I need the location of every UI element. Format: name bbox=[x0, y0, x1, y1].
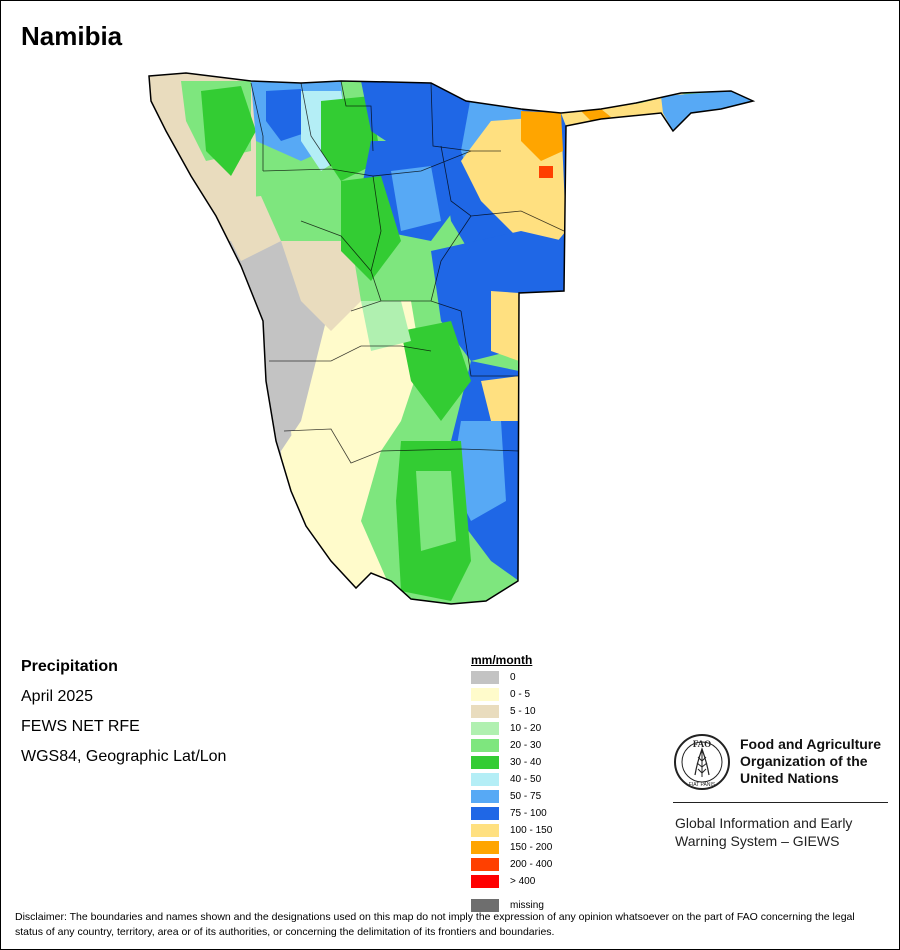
legend-swatch bbox=[471, 688, 499, 701]
data-source: FEWS NET RFE bbox=[21, 718, 140, 735]
legend-item: 30 - 40 bbox=[471, 754, 552, 771]
legend-label: 40 - 50 bbox=[510, 774, 542, 785]
zone-fill bbox=[261, 161, 331, 241]
zone-fill bbox=[391, 166, 441, 231]
zone-fill bbox=[211, 196, 281, 261]
boundary-line bbox=[269, 345, 432, 362]
zone-fill bbox=[661, 91, 753, 131]
zone-fill bbox=[266, 89, 311, 141]
legend-swatch bbox=[471, 841, 499, 854]
boundary-line bbox=[250, 82, 264, 171]
legend-label: 20 - 30 bbox=[510, 740, 542, 751]
legend-label: > 400 bbox=[510, 876, 536, 887]
boundary-line bbox=[340, 80, 374, 152]
logo-motto: FIAT PANIS bbox=[689, 782, 716, 788]
fao-organization-name: Food and Agriculture Organization of the… bbox=[740, 736, 882, 786]
legend-item: > 400 bbox=[471, 873, 552, 890]
zone-fill bbox=[361, 301, 411, 351]
country-border bbox=[148, 72, 756, 605]
zone-fill bbox=[361, 81, 441, 151]
region-boundaries bbox=[250, 80, 565, 464]
zone-fill bbox=[416, 471, 456, 551]
precipitation-map bbox=[148, 72, 756, 605]
legend-item: 0 bbox=[471, 669, 552, 686]
legend-item: 20 - 30 bbox=[471, 737, 552, 754]
legend-swatch bbox=[471, 705, 499, 718]
zone-fill bbox=[481, 376, 519, 421]
map-title: Namibia bbox=[21, 21, 123, 51]
legend-swatch bbox=[471, 858, 499, 871]
map-info: Precipitation April 2025 FEWS NET RFE WG… bbox=[21, 657, 226, 777]
zone-fill bbox=[281, 241, 361, 331]
legend-swatch bbox=[471, 899, 499, 912]
legend-item: 200 - 400 bbox=[471, 856, 552, 873]
rainfall-field bbox=[149, 73, 753, 604]
legend-item: 100 - 150 bbox=[471, 822, 552, 839]
legend-item: 0 - 5 bbox=[471, 686, 552, 703]
legend-swatch bbox=[471, 875, 499, 888]
legend-item-missing: missing bbox=[471, 897, 552, 914]
zone-fill bbox=[539, 166, 553, 178]
boundary-line bbox=[283, 428, 520, 464]
zone-fill bbox=[291, 431, 351, 501]
divider bbox=[673, 802, 888, 803]
legend-label: 75 - 100 bbox=[510, 808, 547, 819]
legend-label: 10 - 20 bbox=[510, 723, 542, 734]
legend-label: 0 - 5 bbox=[510, 689, 531, 700]
legend-item: 40 - 50 bbox=[471, 771, 552, 788]
legend-swatch bbox=[471, 824, 499, 837]
zone-fill bbox=[401, 321, 471, 421]
legend-label: 0 bbox=[510, 672, 516, 683]
giews-name: Global Information and Early Warning Sys… bbox=[675, 815, 853, 849]
legend-swatch bbox=[471, 807, 499, 820]
legend-swatch bbox=[471, 722, 499, 735]
legend-label: 200 - 400 bbox=[510, 859, 553, 870]
legend-label: 5 - 10 bbox=[510, 706, 536, 717]
legend: mm/month 0 0 - 5 5 - 10 10 - 20 20 - 30 … bbox=[471, 653, 552, 914]
legend-item: 75 - 100 bbox=[471, 805, 552, 822]
boundary-line bbox=[370, 175, 382, 302]
boundary-line bbox=[262, 150, 501, 177]
disclaimer: Disclaimer: The boundaries and names sho… bbox=[15, 911, 855, 938]
zone-fill bbox=[201, 86, 256, 176]
legend-label: 50 - 75 bbox=[510, 791, 542, 802]
fao-logo-icon: FAO FIAT PANIS bbox=[674, 734, 730, 790]
legend-label: 100 - 150 bbox=[510, 825, 553, 836]
legend-swatch bbox=[471, 739, 499, 752]
zone-fill bbox=[521, 111, 563, 161]
legend-swatch bbox=[471, 773, 499, 786]
zone-fill bbox=[491, 291, 519, 361]
map-variable: Precipitation bbox=[21, 658, 118, 675]
legend-swatch bbox=[471, 671, 499, 684]
zone-fill bbox=[341, 176, 401, 281]
map-date: April 2025 bbox=[21, 688, 94, 705]
legend-label: 150 - 200 bbox=[510, 842, 553, 853]
boundary-line bbox=[300, 220, 372, 272]
boundary-line bbox=[300, 82, 332, 167]
boundary-line bbox=[430, 82, 472, 152]
projection: WGS84, Geographic Lat/Lon bbox=[21, 748, 227, 765]
zone-fill bbox=[281, 301, 421, 601]
legend-label: missing bbox=[510, 900, 544, 911]
legend-swatch bbox=[471, 790, 499, 803]
legend-item: 10 - 20 bbox=[471, 720, 552, 737]
logo-letters: FAO bbox=[693, 739, 711, 749]
boundary-line bbox=[430, 215, 472, 302]
zone-fill bbox=[321, 96, 381, 181]
legend-label: 30 - 40 bbox=[510, 757, 542, 768]
legend-swatch bbox=[471, 756, 499, 769]
legend-title: mm/month bbox=[471, 653, 533, 667]
boundary-line bbox=[350, 300, 462, 312]
boundary-line bbox=[460, 310, 519, 377]
legend-item: 5 - 10 bbox=[471, 703, 552, 720]
legend-item: 50 - 75 bbox=[471, 788, 552, 805]
legend-item: 150 - 200 bbox=[471, 839, 552, 856]
